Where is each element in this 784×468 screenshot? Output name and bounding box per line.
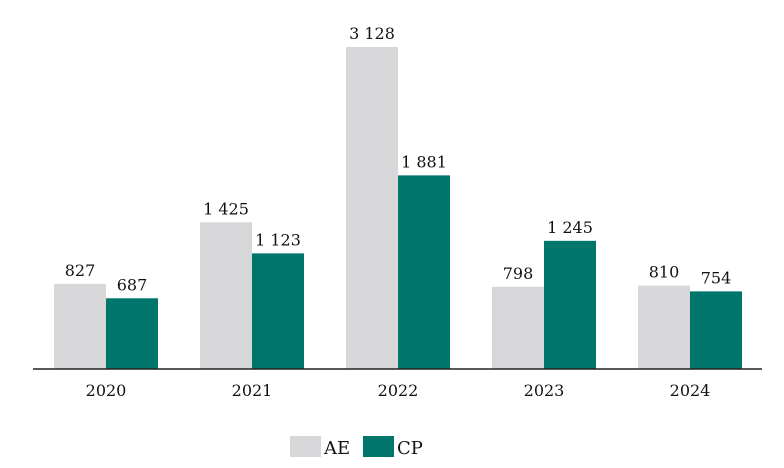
x-tick-label-2022: 2022 [378, 381, 419, 400]
value-label-ae-2024: 810 [649, 263, 680, 282]
bar-ae-2022 [346, 47, 398, 369]
value-label-ae-2021: 1 425 [203, 199, 249, 218]
value-label-cp-2023: 1 245 [547, 218, 593, 237]
bar-ae-2024 [638, 285, 690, 369]
legend-label-ae: AE [323, 438, 350, 459]
x-tick-label-2020: 2020 [86, 381, 127, 400]
bar-cp-2023 [544, 240, 596, 369]
x-tick-label-2023: 2023 [524, 381, 565, 400]
value-label-cp-2020: 687 [117, 275, 148, 294]
legend-label-cp: CP [397, 438, 423, 459]
x-axis-tick-labels: 2020 2021 2022 2023 2024 [86, 381, 711, 400]
bar-cp-2024 [690, 291, 742, 369]
bars-layer [54, 47, 742, 369]
value-label-ae-2023: 798 [503, 264, 534, 283]
bar-ae-2021 [200, 222, 252, 369]
x-tick-label-2021: 2021 [232, 381, 273, 400]
value-labels-layer: 827 687 1 425 1 123 3 128 1 881 798 1 245 810 754 [65, 24, 732, 294]
bar-cp-2020 [106, 298, 158, 369]
bar-ae-2020 [54, 283, 106, 369]
bar-cp-2021 [252, 253, 304, 369]
legend-swatch-cp [363, 436, 394, 457]
legend-swatch-ae [290, 436, 321, 457]
bar-ae-2023 [492, 286, 544, 369]
value-label-ae-2022: 3 128 [349, 24, 395, 43]
value-label-ae-2020: 827 [65, 261, 96, 280]
x-tick-label-2024: 2024 [670, 381, 711, 400]
value-label-cp-2022: 1 881 [401, 152, 447, 171]
value-label-cp-2024: 754 [701, 268, 732, 287]
bar-cp-2022 [398, 175, 450, 369]
legend: AE CP [290, 436, 423, 459]
value-label-cp-2021: 1 123 [255, 230, 301, 249]
